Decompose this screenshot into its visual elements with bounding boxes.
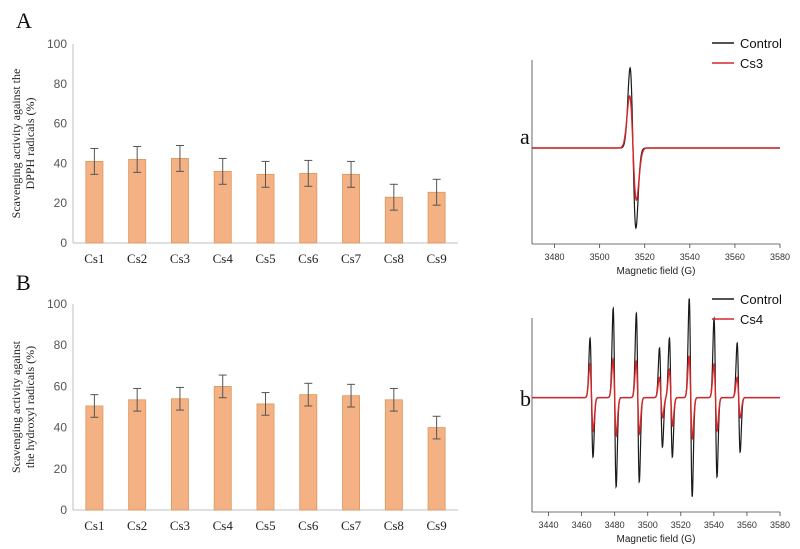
legend-label-control: Control [740, 36, 782, 51]
x-tick-label: 3500 [638, 520, 658, 530]
x-tick-label: 3560 [725, 252, 745, 262]
panel-label-A: A [16, 8, 32, 33]
bar-cs3 [170, 398, 189, 511]
x-tick-label: Cs6 [298, 518, 319, 533]
x-tick-label: 3460 [572, 520, 592, 530]
y-tick-label: 20 [54, 462, 68, 476]
y-tick-label: 100 [47, 297, 67, 311]
bar-cs5 [256, 403, 275, 511]
x-tick-label: Cs6 [298, 251, 319, 266]
y-tick-label: 20 [54, 196, 68, 210]
x-axis-label: Magnetic field (G) [617, 266, 696, 277]
bar-cs8 [384, 399, 403, 511]
series-line-cs3 [532, 95, 780, 202]
legend-label-cs3: Cs3 [740, 56, 763, 71]
x-tick-label: Cs5 [255, 518, 275, 533]
x-tick-label: Cs8 [384, 251, 404, 266]
x-axis-label: Magnetic field (G) [617, 534, 696, 545]
y-axis-label-line: the hydroxyl radicals (%) [23, 346, 37, 468]
y-tick-label: 40 [54, 421, 68, 435]
y-tick-label: 80 [54, 338, 68, 352]
legend-label-control: Control [740, 292, 782, 307]
series-line-cs4 [532, 355, 780, 440]
bar-cs9 [427, 427, 446, 511]
x-tick-label: 3440 [539, 520, 559, 530]
x-tick-label: 3560 [737, 520, 757, 530]
y-axis-label-line: DPPH radicals (%) [23, 98, 37, 190]
y-axis-label-line: Scavenging activity against [9, 340, 23, 473]
y-tick-label: 80 [54, 77, 68, 91]
x-tick-label: 3500 [590, 252, 610, 262]
bar-chart-dpph: 0 20 40 60 80 100 Scavenging activity against … [9, 37, 458, 266]
x-tick-label: Cs9 [426, 251, 446, 266]
x-tick-label: Cs1 [84, 518, 104, 533]
x-tick-label: 3520 [635, 252, 655, 262]
x-tick-label: 3480 [605, 520, 625, 530]
x-tick-label: Cs9 [426, 518, 446, 533]
bar-cs1 [85, 405, 104, 511]
x-tick-label: Cs4 [213, 251, 234, 266]
x-tick-label: 3580 [770, 252, 790, 262]
y-tick-label: 40 [54, 156, 68, 170]
bar-cs6 [299, 394, 318, 511]
esr-spectrum-b: 3440 3460 3480 3500 3520 3540 3560 3580 Magnetic… [531, 292, 790, 545]
x-tick-label: Cs1 [84, 251, 104, 266]
x-tick-label: Cs4 [213, 518, 234, 533]
x-tick-label: Cs8 [384, 518, 404, 533]
x-tick-label: 3480 [545, 252, 565, 262]
y-tick-label: 0 [60, 503, 67, 517]
y-tick-label: 60 [54, 117, 68, 131]
y-axis-label-line: Scavenging activity against the [9, 69, 23, 219]
panel-label-b: b [520, 386, 531, 411]
x-tick-label: Cs3 [170, 518, 190, 533]
x-tick-label: 3540 [680, 252, 700, 262]
x-tick-label: 3540 [704, 520, 724, 530]
legend-label-cs4: Cs4 [740, 312, 763, 327]
x-tick-label: Cs5 [255, 251, 275, 266]
y-tick-label: 100 [47, 37, 67, 51]
x-tick-label: 3580 [770, 520, 790, 530]
x-tick-label: Cs2 [127, 251, 147, 266]
x-tick-label: Cs3 [170, 251, 190, 266]
panel-label-a: a [520, 124, 530, 149]
x-tick-label: Cs2 [127, 518, 147, 533]
bar-chart-hydroxyl: 0 20 40 60 80 100 Scavenging activity against t… [9, 297, 458, 533]
esr-spectrum-a: 3480 3500 3520 3540 3560 3580 Magnetic field (… [531, 36, 790, 277]
panel-label-B: B [16, 270, 31, 295]
bar-cs7 [342, 395, 361, 511]
y-tick-label: 0 [60, 236, 67, 250]
bar-cs4 [213, 385, 232, 511]
bar-cs2 [128, 399, 147, 511]
x-tick-label: Cs7 [341, 251, 362, 266]
y-tick-label: 60 [54, 379, 68, 393]
x-tick-label: Cs7 [341, 518, 362, 533]
x-tick-label: 3520 [671, 520, 691, 530]
